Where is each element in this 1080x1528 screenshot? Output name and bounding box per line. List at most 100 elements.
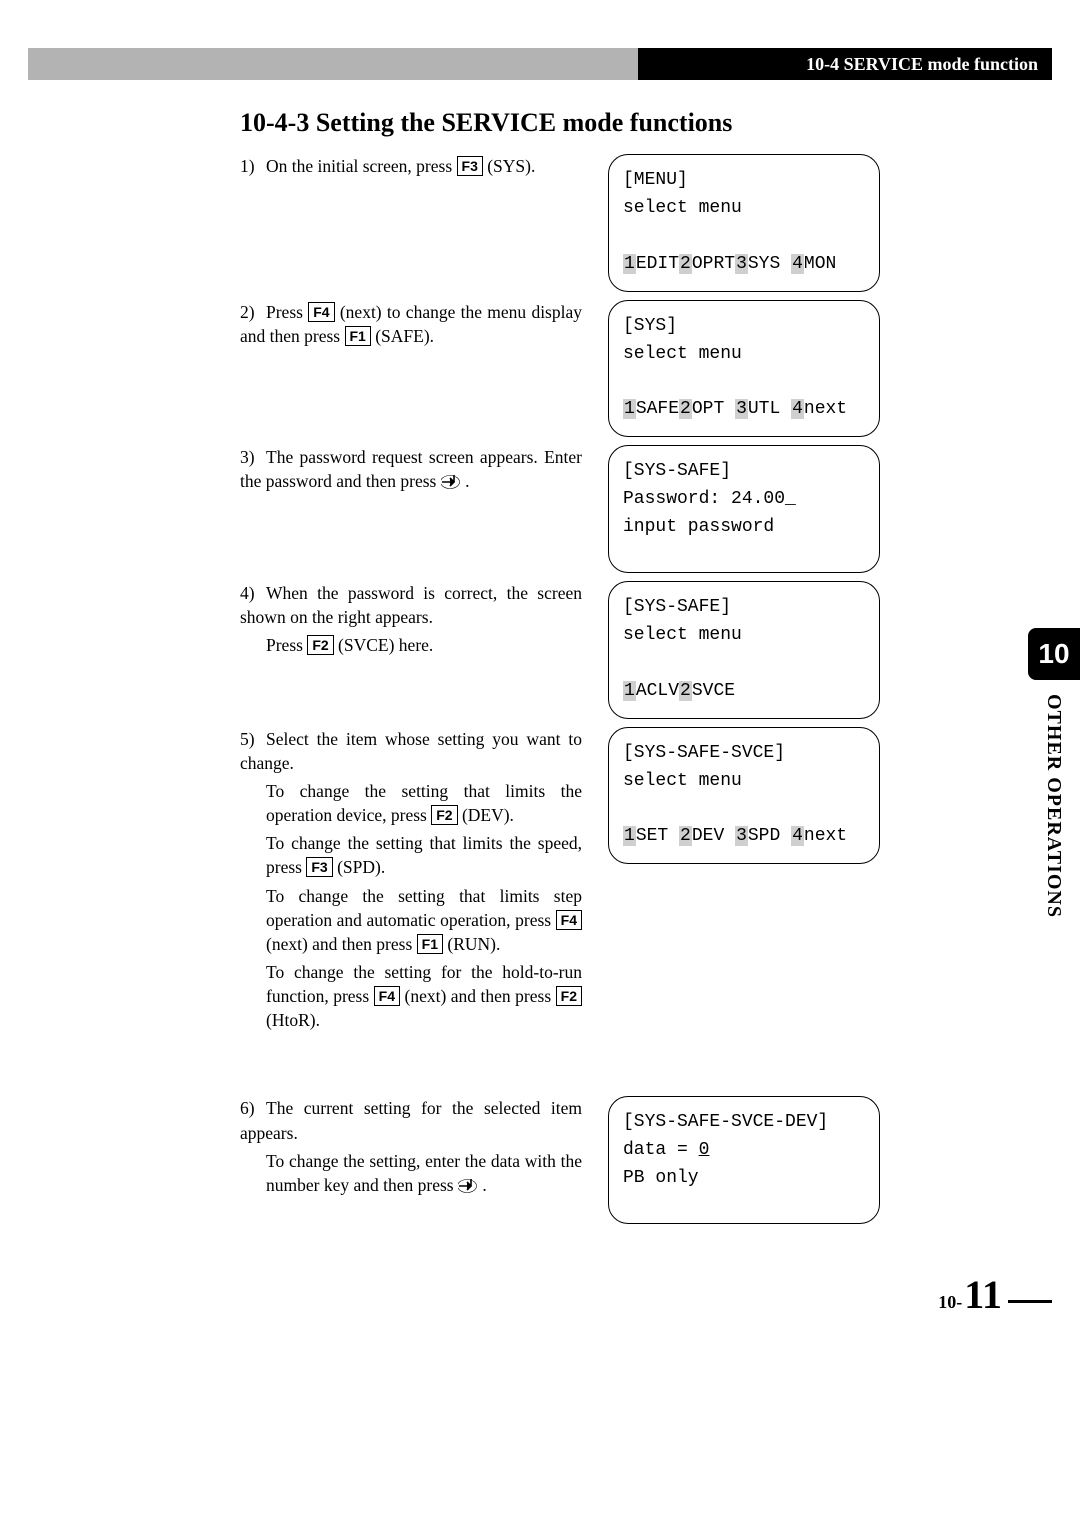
text: .: [461, 471, 470, 491]
text: Password: 24.00: [623, 489, 785, 509]
opt: OPT: [692, 399, 735, 419]
header-breadcrumb: 10-4 SERVICE mode function: [638, 48, 1052, 80]
scr-line: select menu: [623, 622, 865, 650]
opt: next: [804, 826, 847, 846]
page-number: 11: [964, 1271, 1002, 1318]
screen-menu: [MENU] select menu 1EDIT2OPRT3SYS 4MON: [608, 154, 880, 292]
text: (SYS).: [483, 156, 536, 176]
text: (SAFE).: [371, 326, 434, 346]
step-1-num: 1): [240, 154, 266, 178]
main-content: 10-4-3 Setting the SERVICE mode function…: [240, 108, 1052, 1232]
text: The password request screen appears. Ent…: [240, 447, 582, 491]
scr-line: [SYS-SAFE]: [623, 594, 865, 622]
scr-line: Password: 24.00_: [623, 486, 865, 514]
text: (HtoR).: [266, 1010, 320, 1030]
key-f4: F4: [308, 302, 334, 322]
opt: MON: [804, 254, 836, 274]
opt: SYS: [748, 254, 791, 274]
step-6-row: 6)The current setting for the selected i…: [240, 1096, 1052, 1224]
opt-num: 4: [791, 826, 804, 846]
text: data =: [623, 1140, 699, 1160]
step-2-num: 2): [240, 300, 266, 324]
step-2-row: 2)Press F4 (next) to change the menu dis…: [240, 300, 1052, 438]
step-3-row: 3)The password request screen appears. E…: [240, 445, 1052, 573]
text: When the password is correct, the screen…: [240, 583, 582, 627]
text: (SVCE) here.: [334, 635, 434, 655]
scr-line: [SYS-SAFE-SVCE]: [623, 740, 865, 768]
scr-options: 1SET 2DEV 3SPD 4next: [623, 823, 865, 851]
footer-line: [1008, 1300, 1052, 1303]
opt-num: 3: [735, 826, 748, 846]
step-5-text: 5)Select the item whose setting you want…: [240, 727, 600, 1037]
header-bar: 10-4 SERVICE mode function: [28, 48, 1052, 80]
opt-num: 2: [679, 826, 692, 846]
scr-line: [MENU]: [623, 167, 865, 195]
scr-line: select menu: [623, 195, 865, 223]
opt: DEV: [692, 826, 735, 846]
opt-num: 3: [735, 254, 748, 274]
opt: SET: [636, 826, 679, 846]
opt-num: 3: [735, 399, 748, 419]
screen-dev: [SYS-SAFE-SVCE-DEV] data = 0 PB only: [608, 1096, 880, 1224]
opt: ACLV: [636, 681, 679, 701]
key-f3: F3: [306, 857, 332, 877]
step-3-text: 3)The password request screen appears. E…: [240, 445, 600, 493]
screen-sys-safe: [SYS-SAFE] select menu 1ACLV2SVCE: [608, 581, 880, 719]
step-1-text: 1)On the initial screen, press F3 (SYS).: [240, 154, 600, 178]
scr-line: select menu: [623, 341, 865, 369]
key-f3: F3: [457, 156, 483, 176]
step-2-text: 2)Press F4 (next) to change the menu dis…: [240, 300, 600, 348]
page-footer: 10- 11: [938, 1271, 1052, 1318]
scr-line: PB only: [623, 1165, 865, 1193]
scr-options: 1ACLV2SVCE: [623, 678, 865, 706]
opt-num: 1: [623, 681, 636, 701]
opt: SVCE: [692, 681, 735, 701]
step-4-num: 4): [240, 581, 266, 605]
step-3-num: 3): [240, 445, 266, 469]
scr-line: [SYS]: [623, 313, 865, 341]
header-grey-strip: [28, 48, 638, 80]
scr-line: select menu: [623, 768, 865, 796]
opt: next: [804, 399, 847, 419]
opt-num: 2: [679, 399, 692, 419]
text: Press: [266, 302, 308, 322]
text: Press: [266, 635, 307, 655]
key-f2: F2: [307, 635, 333, 655]
opt: OPRT: [692, 254, 735, 274]
opt-num: 1: [623, 826, 636, 846]
page-prefix: 10-: [938, 1292, 962, 1313]
opt: UTL: [748, 399, 791, 419]
step-1-row: 1)On the initial screen, press F3 (SYS).…: [240, 154, 1052, 292]
screen-password: [SYS-SAFE] Password: 24.00_ input passwo…: [608, 445, 880, 573]
page-title: 10-4-3 Setting the SERVICE mode function…: [240, 108, 1052, 138]
text: (next) and then press: [400, 986, 556, 1006]
enter-icon: [441, 471, 461, 491]
text: (DEV).: [458, 805, 514, 825]
key-f1: F1: [417, 934, 443, 954]
scr-line: input password: [623, 514, 865, 542]
opt-num: 1: [623, 399, 636, 419]
scr-line: [SYS-SAFE-SVCE-DEV]: [623, 1109, 865, 1137]
scr-line: [SYS-SAFE]: [623, 458, 865, 486]
step-5-row: 5)Select the item whose setting you want…: [240, 727, 1052, 1043]
text: The current setting for the selected ite…: [240, 1098, 582, 1142]
cursor: _: [785, 489, 796, 509]
text: To change the setting that limits step o…: [266, 886, 582, 930]
screen-sys: [SYS] select menu 1SAFE2OPT 3UTL 4next: [608, 300, 880, 438]
text: (next) and then press: [266, 934, 417, 954]
opt: EDIT: [636, 254, 679, 274]
opt: SAFE: [636, 399, 679, 419]
text: Select the item whose setting you want t…: [240, 729, 582, 773]
scr-options: 1SAFE2OPT 3UTL 4next: [623, 396, 865, 424]
key-f4: F4: [556, 910, 582, 930]
step-6-num: 6): [240, 1096, 266, 1120]
text: .: [478, 1175, 487, 1195]
breadcrumb-text: 10-4 SERVICE mode function: [806, 54, 1038, 75]
opt-num: 2: [679, 681, 692, 701]
text: To change the setting, enter the data wi…: [266, 1151, 582, 1195]
opt: SPD: [748, 826, 791, 846]
text: (SPD).: [333, 857, 386, 877]
scr-line: data = 0: [623, 1137, 865, 1165]
step-4-text: 4)When the password is correct, the scre…: [240, 581, 600, 661]
opt-num: 4: [791, 254, 804, 274]
